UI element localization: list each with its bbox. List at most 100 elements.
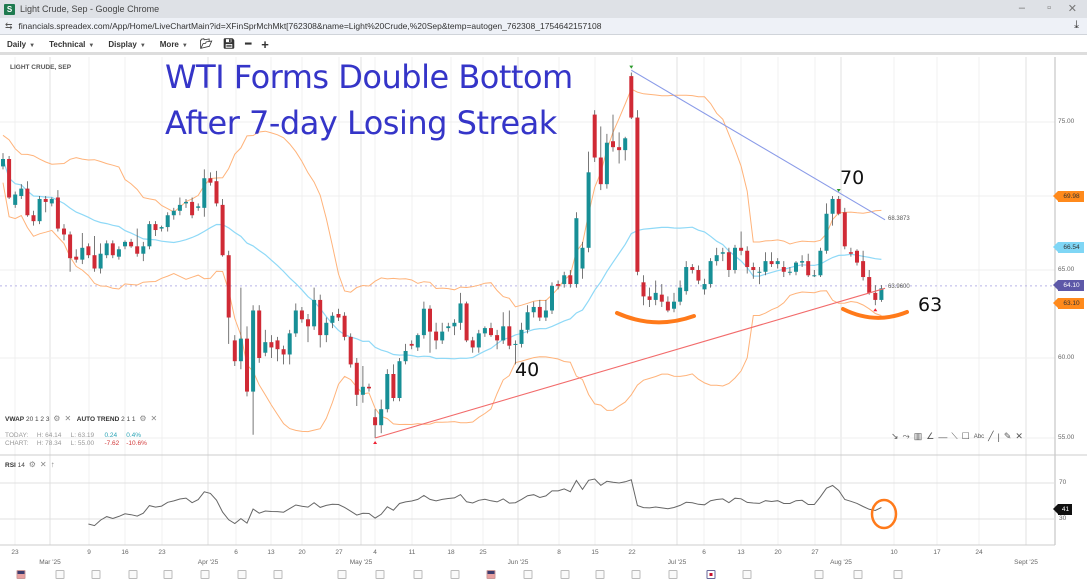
candle-body	[592, 114, 597, 158]
close-icon[interactable]: ✕	[64, 414, 72, 423]
candle-body	[318, 299, 323, 336]
calendar-event-icon[interactable]	[200, 570, 210, 579]
arrow-up-icon[interactable]: ↑	[50, 460, 55, 469]
save-icon[interactable]: 💾︎	[222, 38, 236, 50]
zoom-out-icon[interactable]: ━	[245, 38, 252, 50]
calendar-event-icon[interactable]	[893, 570, 903, 579]
fan-tool-icon[interactable]: ∠	[926, 431, 935, 441]
candle-body	[598, 157, 603, 185]
candle	[794, 261, 798, 276]
candle-body	[86, 246, 91, 256]
candlesticks	[1, 65, 884, 444]
us-flag-icon[interactable]	[486, 570, 496, 579]
us-flag-icon[interactable]	[16, 570, 26, 579]
calendar-event-icon[interactable]	[742, 570, 752, 579]
close-icon[interactable]: ✕	[39, 460, 47, 469]
calendar-event-icon[interactable]	[814, 570, 824, 579]
x-tick-label: 25	[479, 549, 487, 556]
gear-icon[interactable]: ⚙	[139, 414, 147, 423]
download-icon[interactable]: ⤓	[1074, 19, 1079, 31]
url-text[interactable]: financials.spreadex.com/App/Home/LiveCha…	[18, 21, 602, 31]
calendar-event-icon[interactable]	[237, 570, 247, 579]
x-month-label: May '25	[349, 559, 373, 566]
hline-tool-icon[interactable]: —	[938, 431, 948, 442]
line-tool-icon[interactable]: ╱	[988, 431, 994, 441]
text-tool-icon[interactable]: Abc	[973, 433, 985, 440]
rectangle-tool-icon[interactable]: ☐	[961, 431, 970, 441]
calendar-event-icon[interactable]	[128, 570, 138, 579]
candle	[68, 231, 73, 272]
calendar-event-icon[interactable]	[91, 570, 101, 579]
candle-body	[824, 213, 829, 251]
calendar-event-icon[interactable]	[668, 570, 678, 579]
candle-body	[781, 267, 786, 272]
restore-icon[interactable]: ▫	[1047, 2, 1051, 14]
candle	[489, 322, 493, 337]
candle-body	[348, 336, 353, 365]
candle-body	[116, 249, 121, 257]
calendar-event-icon[interactable]	[631, 570, 641, 579]
gear-icon[interactable]: ⚙	[53, 414, 61, 423]
curve-tool-icon[interactable]: ⤳	[902, 431, 910, 441]
address-bar[interactable]: ⇆ financials.spreadex.com/App/Home/LiveC…	[0, 18, 1087, 35]
calendar-event-icon[interactable]	[523, 570, 533, 579]
x-tick-label: 23	[11, 549, 19, 556]
calendar-event-icon[interactable]	[595, 570, 605, 579]
close-icon[interactable]: ✕	[1067, 3, 1077, 15]
candle	[391, 364, 396, 402]
candle-body	[580, 247, 585, 269]
close-tools-icon[interactable]: ✕	[1015, 431, 1023, 441]
candle-body	[7, 159, 12, 198]
zoom-in-icon[interactable]: +	[261, 36, 269, 52]
calendar-event-icon[interactable]	[413, 570, 423, 579]
calendar-event-icon[interactable]	[337, 570, 347, 579]
candle-body	[367, 386, 371, 389]
candle	[342, 312, 347, 341]
candle	[751, 262, 756, 279]
menu-more[interactable]: More ▼	[160, 40, 188, 49]
double-bottom-arc-2	[841, 307, 909, 320]
candle	[74, 249, 79, 263]
candle-body	[31, 215, 36, 222]
trendlines[interactable]	[374, 69, 886, 439]
close-icon[interactable]: ✕	[150, 414, 158, 423]
menu-technical[interactable]: Technical ▼	[49, 40, 94, 49]
calendar-event-icon[interactable]	[853, 570, 863, 579]
calendar-event-icon[interactable]	[450, 570, 460, 579]
candle	[787, 267, 792, 276]
pencil-tool-icon[interactable]: ✎	[1003, 431, 1012, 441]
candle	[202, 169, 207, 217]
candle-body	[19, 188, 24, 196]
candle-body	[184, 201, 188, 204]
resistance-trendline[interactable]	[631, 69, 886, 221]
minimize-icon[interactable]: –	[1018, 2, 1025, 14]
candle-body	[306, 319, 310, 327]
vline-tool-icon[interactable]: |	[997, 431, 1000, 442]
calendar-event-icon[interactable]	[560, 570, 570, 579]
candle	[348, 333, 353, 368]
candle-body	[379, 409, 384, 426]
fib-tool-icon[interactable]: ▥	[913, 431, 923, 441]
candle-body	[739, 247, 744, 251]
menu-display[interactable]: Display ▼	[108, 40, 145, 49]
candle	[525, 305, 530, 334]
site-settings-icon[interactable]: ⇆	[5, 20, 13, 31]
calendar-event-icon[interactable]	[163, 570, 173, 579]
calendar-event-icon[interactable]	[55, 570, 65, 579]
gear-icon[interactable]: ⚙	[28, 460, 36, 469]
rsi-axis-label: 30	[1059, 515, 1067, 522]
menu-daily[interactable]: Daily ▼	[7, 40, 35, 49]
candle	[354, 358, 359, 406]
segment-tool-icon[interactable]: ⟍	[951, 431, 958, 441]
candle	[281, 345, 286, 365]
support-trendline[interactable]	[374, 287, 886, 439]
folder-open-icon[interactable]: 📂︎	[199, 38, 213, 50]
candle	[696, 265, 701, 285]
calendar-event-icon[interactable]	[273, 570, 283, 579]
calendar-event-icon[interactable]	[375, 570, 385, 579]
uk-flag-icon[interactable]	[706, 570, 716, 579]
candle-body	[482, 328, 487, 334]
chart-stats: CHART: H: 78.34 L: 55.00 -7.62 -10.6%	[5, 440, 147, 447]
arrow-tool-icon[interactable]: ↘	[891, 431, 899, 441]
